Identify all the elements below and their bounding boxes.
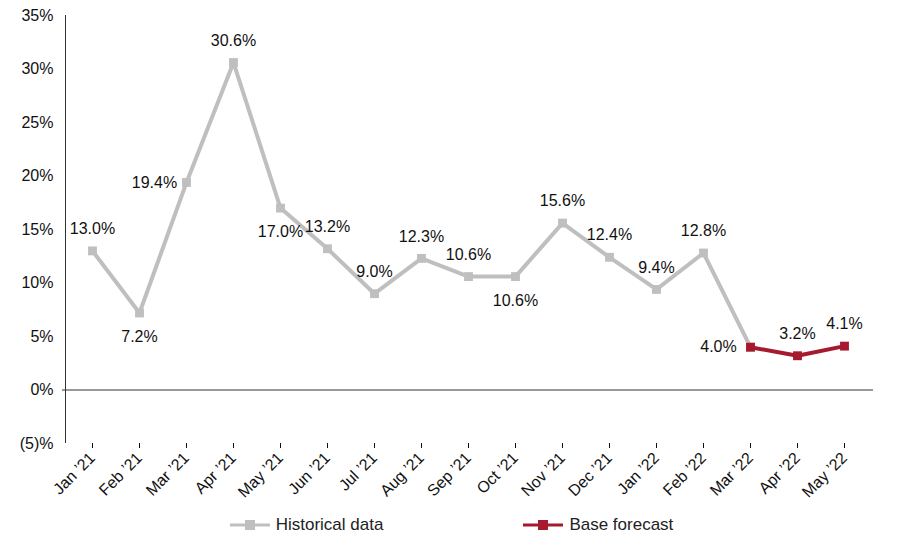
svg-text:19.4%: 19.4% xyxy=(132,174,177,191)
svg-text:Aug ’21: Aug ’21 xyxy=(377,449,427,499)
svg-text:13.0%: 13.0% xyxy=(70,220,115,237)
svg-text:10%: 10% xyxy=(21,274,53,291)
svg-text:9.0%: 9.0% xyxy=(356,263,392,280)
svg-text:7.2%: 7.2% xyxy=(121,328,157,345)
svg-text:12.3%: 12.3% xyxy=(399,228,444,245)
svg-text:5%: 5% xyxy=(30,328,53,345)
svg-text:3.2%: 3.2% xyxy=(779,325,815,342)
svg-text:Jul ’21: Jul ’21 xyxy=(336,449,381,494)
svg-text:12.4%: 12.4% xyxy=(587,226,632,243)
svg-text:4.0%: 4.0% xyxy=(700,338,736,355)
svg-text:May ’21: May ’21 xyxy=(235,449,287,501)
svg-text:9.4%: 9.4% xyxy=(638,259,674,276)
svg-text:Nov ’21: Nov ’21 xyxy=(518,449,568,499)
svg-text:May ’22: May ’22 xyxy=(799,449,851,501)
html-text:Base forecast: Base forecast xyxy=(569,515,674,534)
svg-text:Jan ’22: Jan ’22 xyxy=(614,449,663,498)
svg-text:Mar ’22: Mar ’22 xyxy=(706,449,756,499)
svg-text:0%: 0% xyxy=(30,381,53,398)
svg-text:30.6%: 30.6% xyxy=(211,32,256,49)
svg-text:Sep ’21: Sep ’21 xyxy=(424,449,474,499)
svg-text:10.6%: 10.6% xyxy=(446,246,491,263)
svg-text:13.2%: 13.2% xyxy=(305,218,350,235)
svg-text:12.8%: 12.8% xyxy=(681,222,726,239)
svg-text:17.0%: 17.0% xyxy=(258,223,303,240)
svg-text:Jun ’21: Jun ’21 xyxy=(285,449,334,498)
svg-text:10.6%: 10.6% xyxy=(493,292,538,309)
svg-text:15%: 15% xyxy=(21,221,53,238)
svg-text:Feb ’21: Feb ’21 xyxy=(95,449,145,499)
svg-text:25%: 25% xyxy=(21,114,53,131)
svg-text:Jan ’21: Jan ’21 xyxy=(50,449,99,498)
svg-text:Feb ’22: Feb ’22 xyxy=(659,449,709,499)
svg-text:20%: 20% xyxy=(21,167,53,184)
svg-text:Apr ’21: Apr ’21 xyxy=(191,449,239,497)
svg-text:15.6%: 15.6% xyxy=(540,192,585,209)
svg-text:Mar ’21: Mar ’21 xyxy=(142,449,192,499)
svg-text:35%: 35% xyxy=(21,7,53,24)
svg-text:Oct ’21: Oct ’21 xyxy=(473,449,521,497)
svg-text:Dec ’21: Dec ’21 xyxy=(565,449,615,499)
svg-text:(5)%: (5)% xyxy=(20,435,54,452)
svg-text:4.1%: 4.1% xyxy=(826,315,862,332)
svg-text:30%: 30% xyxy=(21,60,53,77)
svg-text:Apr ’22: Apr ’22 xyxy=(755,449,803,497)
html-text:Historical data: Historical data xyxy=(275,515,384,534)
